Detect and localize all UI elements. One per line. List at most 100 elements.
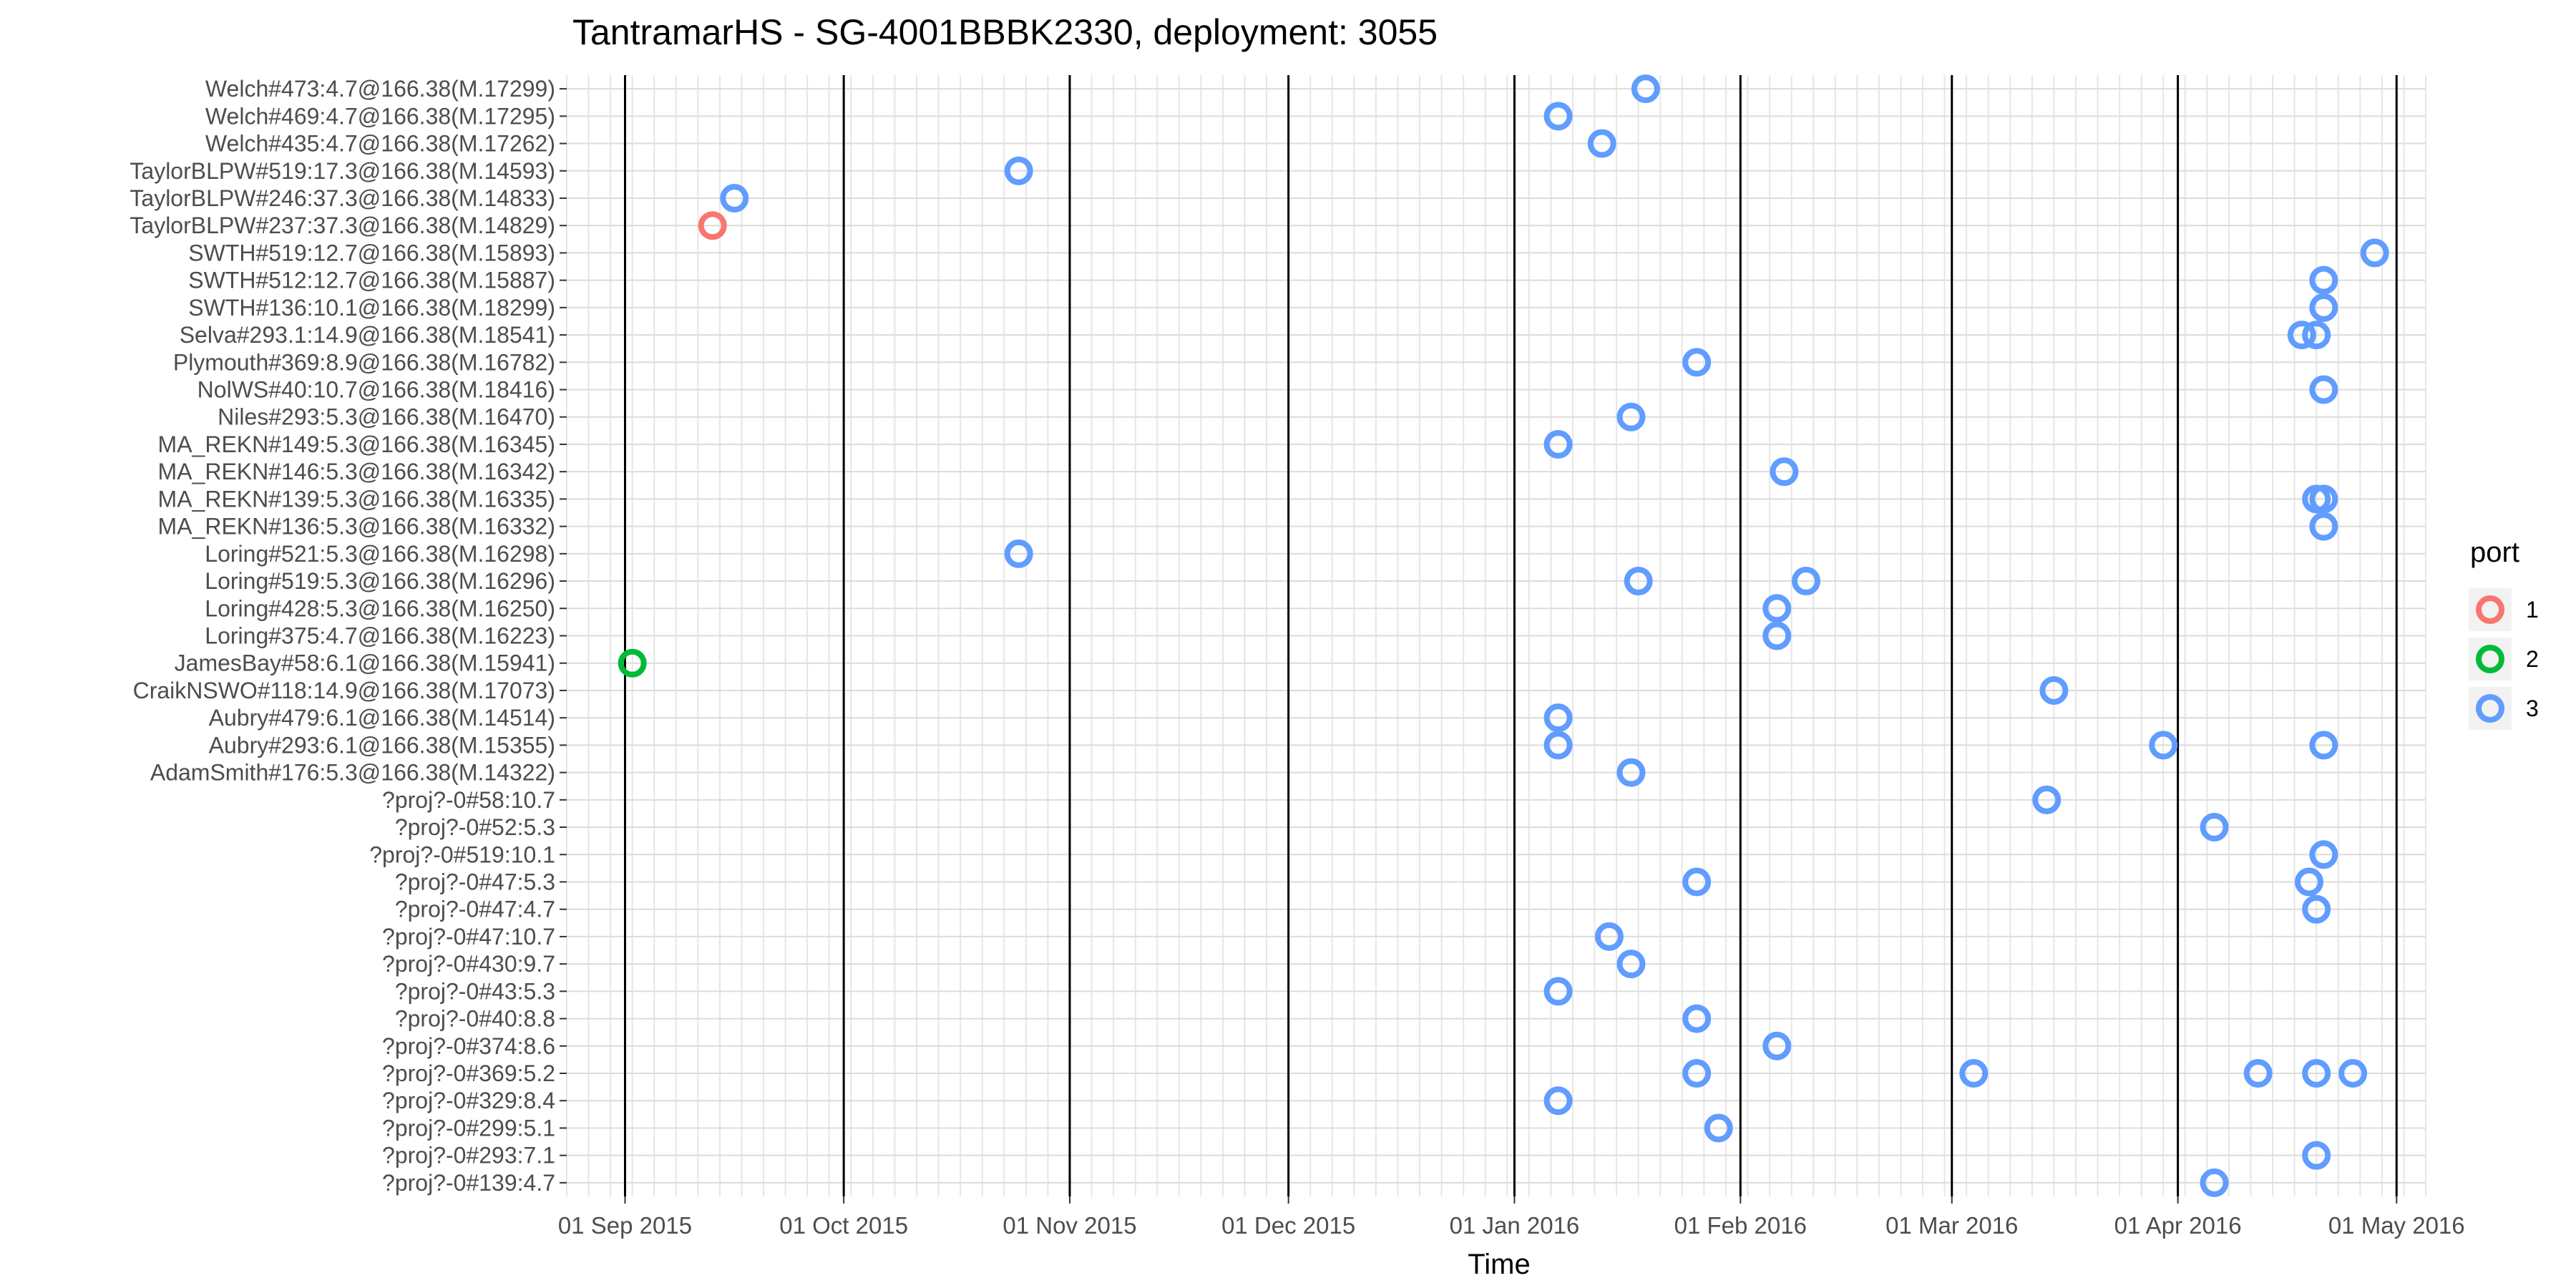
data-point [1616,402,1646,431]
data-point [618,648,647,678]
data-point [2243,1059,2273,1088]
chart-title: TantramarHS - SG-4001BBBK2330, deploymen… [572,12,1438,52]
y-tick-label: ?proj?-0#52:5.3 [395,814,555,840]
y-tick-label: ?proj?-0#519:10.1 [369,841,555,867]
data-point [2309,512,2338,541]
y-tick-label: MA_REKN#149:5.3@166.38(M.16345) [158,431,555,457]
data-point [2302,1059,2331,1088]
data-point [1762,1031,1792,1060]
data-point [1624,567,1653,596]
data-point [1543,1086,1573,1116]
x-major-lines [624,75,2398,1204]
data-point [2338,1059,2368,1088]
legend-key [2469,588,2512,631]
data-point [2309,731,2338,760]
y-tick-label: TaylorBLPW#246:37.3@166.38(M.14833) [130,185,555,211]
y-tick-label: SWTH#136:10.1@166.38(M.18299) [188,295,555,321]
legend-items: 1 2 3 [2469,588,2539,730]
y-tick-label: Selva#293.1:14.9@166.38(M.18541) [180,322,555,348]
legend-marker [2476,694,2504,723]
y-tick-label: ?proj?-0#329:8.4 [382,1088,555,1113]
data-point [2309,840,2338,869]
y-tick-label: MA_REKN#146:5.3@166.38(M.16342) [158,459,555,484]
y-tick-label: Plymouth#369:8.9@166.38(M.16782) [173,349,555,375]
data-point [1616,758,1646,787]
y-tick-label: SWTH#519:12.7@166.38(M.15893) [188,240,555,265]
data-point [1682,867,1712,897]
data-point [2032,785,2062,814]
y-tick-label: MA_REKN#136:5.3@166.38(M.16332) [158,514,555,540]
y-tick-label: Niles#293:5.3@166.38(M.16470) [218,404,555,430]
data-point [1704,1113,1733,1143]
x-tick-label: 01 Feb 2016 [1674,1212,1807,1239]
y-tick-label: Loring#375:4.7@166.38(M.16223) [205,623,555,649]
y-tick-label: TaylorBLPW#519:17.3@166.38(M.14593) [130,158,555,184]
y-gridlines [567,88,2426,1184]
x-tick-label: 01 Oct 2015 [779,1212,908,1239]
data-point [1792,567,1820,596]
y-tick-label: NolWS#40:10.7@166.38(M.18416) [197,377,555,403]
y-tick-label: ?proj?-0#299:5.1 [382,1115,555,1141]
y-tick-label: ?proj?-0#47:5.3 [395,869,555,894]
y-tick-label: AdamSmith#176:5.3@166.38(M.14322) [150,760,555,786]
y-tick-label: Loring#428:5.3@166.38(M.16250) [205,595,555,621]
y-tick-label: CraikNSWO#118:14.9@166.38(M.17073) [133,678,555,703]
y-tick-label: ?proj?-0#293:7.1 [382,1143,555,1169]
data-point [1543,703,1573,733]
y-tick-label: JamesBay#58:6.1@166.38(M.15941) [175,650,555,676]
y-tick-label: ?proj?-0#374:8.6 [382,1033,555,1059]
y-tick-label: Welch#473:4.7@166.38(M.17299) [205,76,555,102]
data-point [1004,539,1033,568]
x-tick-label: 01 Jan 2016 [1450,1212,1580,1239]
y-tick-label: ?proj?-0#430:9.7 [382,951,555,977]
data-point [2360,238,2389,268]
data-point [1616,950,1646,979]
x-tick-label: 01 Mar 2016 [1885,1212,2018,1239]
legend-label: 3 [2526,696,2539,721]
y-tick-label: Aubry#479:6.1@166.38(M.14514) [209,705,555,731]
data-points [618,74,2389,1197]
x-tick-label: 01 Apr 2016 [2114,1212,2242,1239]
y-tick-label: Welch#469:4.7@166.38(M.17295) [205,103,555,129]
legend: port 1 2 3 [2469,537,2539,730]
legend-marker [2476,595,2504,624]
y-tick-label: Aubry#293:6.1@166.38(M.15355) [209,732,555,758]
y-tick-label: ?proj?-0#58:10.7 [382,787,555,813]
data-point [1543,731,1573,760]
data-point [2294,867,2323,897]
y-tick-label: Loring#521:5.3@166.38(M.16298) [205,541,555,567]
data-point [1770,457,1799,487]
data-point [2039,675,2069,705]
data-point [2149,731,2178,760]
y-tick-label: Loring#519:5.3@166.38(M.16296) [205,568,555,594]
data-point [2309,265,2338,295]
y-tick-label: MA_REKN#139:5.3@166.38(M.16335) [158,486,555,512]
legend-key [2469,687,2512,730]
x-tick-label: 01 Nov 2015 [1002,1212,1136,1239]
y-axis-tick-labels: Welch#473:4.7@166.38(M.17299)Welch#469:4… [130,76,567,1196]
x-axis-title: Time [1468,1249,1530,1280]
y-tick-label: ?proj?-0#47:10.7 [382,924,555,950]
data-point [2287,321,2316,350]
legend-key [2469,638,2512,680]
legend-label: 2 [2526,646,2539,672]
data-point [2302,1141,2331,1170]
data-point [1543,429,1573,459]
data-point [1631,74,1660,104]
x-axis-tick-labels: 01 Sep 2015 01 Oct 2015 01 Nov 2015 01 Dec … [558,1212,2465,1239]
y-tick-label: Welch#435:4.7@166.38(M.17262) [205,131,555,157]
data-point [2200,813,2229,842]
data-point [698,211,727,240]
x-tick-label: 01 Dec 2015 [1221,1212,1355,1239]
y-tick-label: ?proj?-0#47:4.7 [395,897,555,922]
x-tick-label: 01 Sep 2015 [558,1212,692,1239]
y-tick-label: ?proj?-0#40:8.8 [395,1006,555,1032]
y-tick-label: SWTH#512:12.7@166.38(M.15887) [188,268,555,293]
x-tick-label: 01 May 2016 [2328,1212,2465,1239]
y-tick-label: ?proj?-0#139:4.7 [382,1170,555,1196]
data-point [1594,922,1624,951]
data-point [1762,621,1792,650]
data-point [2302,894,2331,924]
data-point [2309,484,2338,514]
